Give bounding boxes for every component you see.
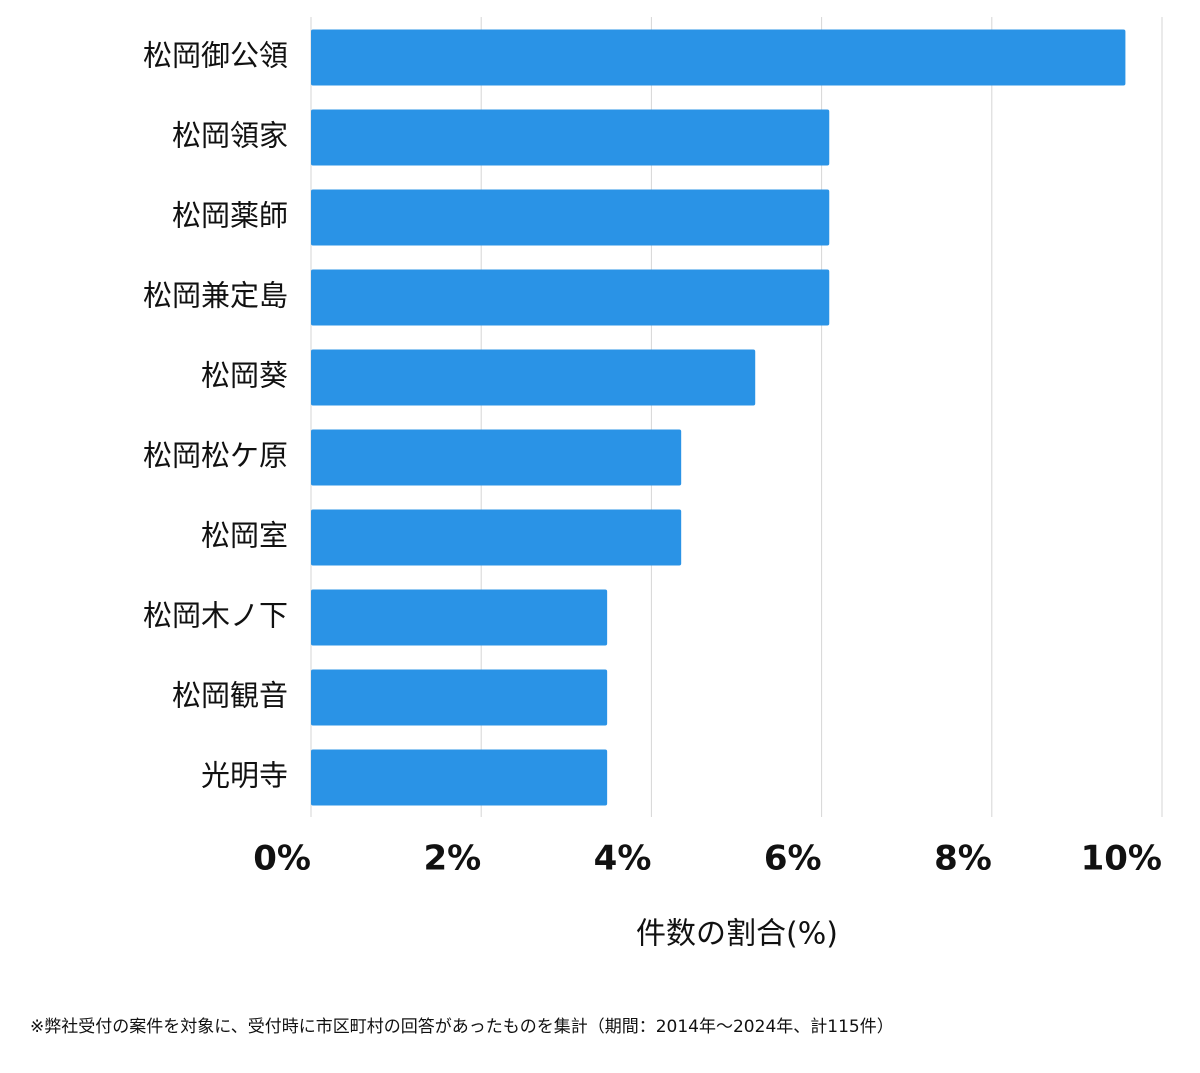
- bar: [311, 269, 830, 326]
- x-axis-title: 件数の割合(%): [636, 917, 838, 952]
- x-tick-label: 6%: [764, 839, 822, 879]
- x-tick-label: 2%: [423, 839, 481, 879]
- bar: [311, 109, 830, 166]
- bar: [311, 589, 608, 646]
- y-tick-label: 松岡薬師: [172, 199, 288, 233]
- x-tick-label: 8%: [934, 839, 992, 879]
- y-tick-label: 松岡室: [201, 519, 288, 553]
- y-tick-label: 松岡御公領: [143, 39, 288, 73]
- bar: [311, 189, 830, 246]
- bar: [311, 349, 756, 406]
- y-tick-label: 松岡木ノ下: [143, 599, 288, 633]
- bar: [311, 669, 608, 726]
- footnote: ※弊社受付の案件を対象に、受付時に市区町村の回答があったものを集計（期間：201…: [30, 1017, 894, 1037]
- y-tick-label: 松岡松ケ原: [143, 439, 288, 473]
- y-tick-label: 松岡観音: [172, 679, 288, 713]
- bar: [311, 429, 682, 486]
- y-tick-label: 松岡葵: [201, 359, 288, 393]
- y-tick-label: 松岡兼定島: [143, 279, 288, 313]
- x-tick-label: 0%: [253, 839, 311, 879]
- bar: [311, 509, 682, 566]
- x-tick-label: 4%: [594, 839, 652, 879]
- y-tick-label: 光明寺: [201, 759, 288, 793]
- bar: [311, 749, 608, 806]
- bar: [311, 29, 1126, 86]
- x-tick-label: 10%: [1081, 839, 1162, 879]
- y-tick-label: 松岡領家: [172, 119, 288, 153]
